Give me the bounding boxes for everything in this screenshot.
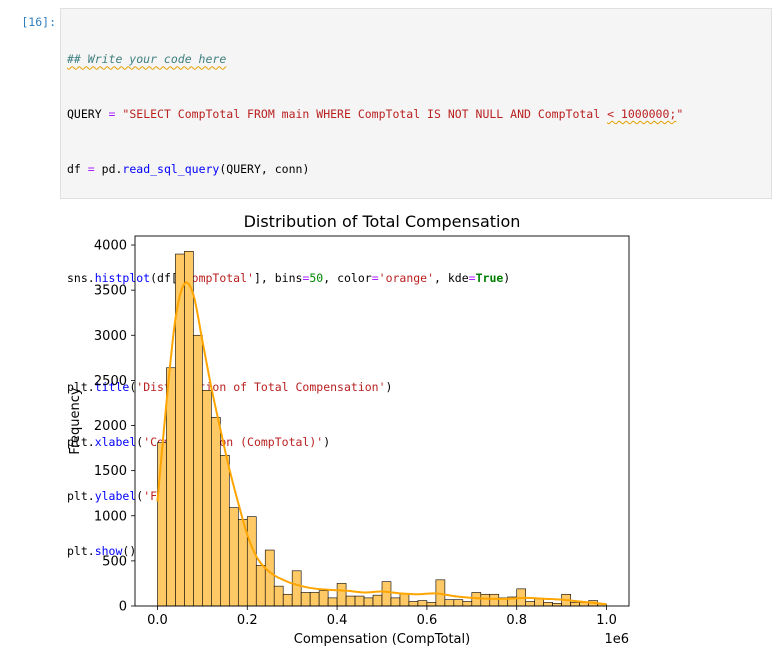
y-tick-label: 2500 [94,374,127,389]
plot-frame [134,235,630,607]
histogram-bar [570,602,580,607]
histogram-bar [363,597,374,607]
histogram-bar [489,593,500,607]
histogram-bar [426,602,437,607]
x-tick-label: 0.2 [237,613,258,628]
histogram-bar [282,593,293,607]
histogram-bar [453,599,464,607]
histogram-bar [462,601,473,607]
histogram-bar [246,516,257,607]
histogram-bar [417,600,428,607]
code-editor[interactable]: ## Write your code here QUERY = "SELECT … [60,8,772,558]
x-axis-offset-label: 1e6 [604,632,629,647]
y-tick-label: 3000 [94,329,127,344]
notebook-code-cell[interactable]: [16]: ## Write your code here QUERY = "S… [0,8,773,558]
histogram-bar [193,334,203,607]
y-tick-label: 500 [102,554,127,569]
x-tick-label: 0.4 [327,613,348,628]
histogram-bar [381,581,392,607]
chart-title: Distribution of Total Compensation [244,212,521,231]
y-axis-ticks: 0 500 1000 1500 2000 2500 3000 3500 4000 [94,239,135,615]
histogram-bar [211,417,221,607]
cell-prompt: [16]: [21,15,56,29]
x-axis-ticks: 0.0 0.2 0.4 0.6 0.8 1.0 [147,606,617,628]
y-tick-label: 0 [119,600,127,615]
histogram-bar [202,390,212,607]
code-line-5: sns.histplot(df['CompTotal'], bins=50, c… [67,269,771,287]
code-line-2: QUERY = "SELECT CompTotal FROM main WHER… [67,105,771,123]
histogram-bar [318,590,329,607]
histogram-bar [543,602,553,607]
histogram-bar [166,367,176,607]
histogram-chart: 0.0 0.2 0.4 0.6 0.8 1.0 0 500 1000 1500 2000 2500 3… [68,212,630,647]
histogram-bar [336,583,347,607]
y-axis-label: Frequency [68,387,83,454]
histogram-bar [534,598,544,607]
x-tick-label: 0.8 [506,613,527,628]
histogram-bar [273,585,284,607]
x-tick-label: 0.6 [417,613,438,628]
y-tick-label: 4000 [94,239,127,254]
x-axis-label: Compensation (CompTotal) [294,632,470,647]
histogram-bar [327,597,338,607]
y-tick-label: 1500 [94,464,127,479]
kde-curve [156,281,607,606]
code-line-5-text: sns.histplot(df['CompTotal'], bins=50, c… [67,270,511,285]
code-line-1-text: ## Write your code here [67,52,227,67]
y-tick-label: 3500 [94,284,127,299]
histogram-bar [309,592,320,607]
histogram-bar [444,599,455,607]
histogram-bar [399,593,410,607]
code-line-10: plt.show() [67,542,771,560]
code-line-2-text: QUERY = "SELECT CompTotal FROM main WHER… [67,107,684,121]
histogram-bar [264,549,275,607]
histogram-bar [354,595,365,607]
histogram-bar [157,442,167,607]
histogram-bar [300,592,311,607]
code-line-1: ## Write your code here [67,50,771,68]
histogram-bar [291,570,302,607]
cell-output: 0.0 0.2 0.4 0.6 0.8 1.0 0 500 1000 1500 2000 2500 3… [60,205,772,665]
y-tick-label: 2000 [94,419,127,434]
histogram-bar [220,454,230,607]
histogram-bar [480,593,491,607]
y-tick-label: 1000 [94,509,127,524]
histogram-bar [255,565,266,607]
code-line-3: df = pd.read_sql_query(QUERY, conn) [67,160,771,178]
histogram-bar [372,594,383,607]
histogram-bar [345,595,356,607]
histogram-bar [229,507,239,607]
histogram-bar [525,601,535,607]
code-line-3-text: df = pd.read_sql_query(QUERY, conn) [67,161,310,176]
code-line-10-text: plt.show() [67,543,137,558]
histogram-bar [408,601,419,607]
histogram-bars [157,251,607,607]
x-tick-label: 0.0 [147,613,168,628]
x-tick-label: 1.0 [596,613,617,628]
histogram-bar [184,251,194,607]
histogram-bar [390,597,401,607]
